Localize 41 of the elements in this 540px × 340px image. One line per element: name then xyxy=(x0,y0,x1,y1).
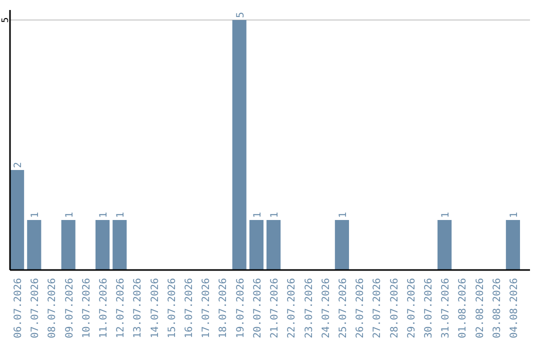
x-tick-label: 17.07.2026 xyxy=(201,278,212,338)
x-tick-label: 26.07.2026 xyxy=(355,278,366,338)
data-label: 2 xyxy=(13,162,24,168)
x-tick-label: 25.07.2026 xyxy=(338,278,349,338)
x-tick-label: 18.07.2026 xyxy=(218,278,230,338)
x-tick-label: 09.07.2026 xyxy=(64,278,76,338)
x-tick-label: 20.07.2026 xyxy=(252,278,264,338)
x-tick-label: 07.07.2026 xyxy=(30,278,42,338)
x-tick-label: 10.07.2026 xyxy=(81,278,92,338)
x-tick-label: 15.07.2026 xyxy=(166,278,178,338)
x-tick-label: 30.07.2026 xyxy=(423,278,434,338)
data-label: 1 xyxy=(440,212,452,218)
x-tick-label: 04.08.2026 xyxy=(508,278,520,338)
x-tick-label: 22.07.2026 xyxy=(286,278,298,338)
data-label: 1 xyxy=(98,212,110,218)
x-tick-label: 06.07.2026 xyxy=(13,278,24,338)
data-label: 1 xyxy=(338,212,349,218)
x-tick-label: 29.07.2026 xyxy=(406,278,418,338)
x-tick-label: 12.07.2026 xyxy=(116,278,127,338)
x-tick-label: 23.07.2026 xyxy=(304,278,315,338)
x-tick-label: 28.07.2026 xyxy=(389,278,400,338)
x-tick-label: 03.08.2026 xyxy=(492,278,503,338)
data-label: 1 xyxy=(508,212,520,218)
data-label: 1 xyxy=(30,212,42,218)
x-tick-label: 21.07.2026 xyxy=(270,278,281,338)
x-tick-label: 08.07.2026 xyxy=(47,278,58,338)
x-tick-label: 13.07.2026 xyxy=(132,278,144,338)
x-tick-label: 14.07.2026 xyxy=(150,278,161,338)
x-tick-label: 02.08.2026 xyxy=(474,278,486,338)
x-tick-label: 11.07.2026 xyxy=(98,278,110,338)
x-tick-label: 19.07.2026 xyxy=(235,278,246,338)
x-tick-label: 01.08.2026 xyxy=(458,278,469,338)
data-label: 1 xyxy=(270,212,281,218)
x-tick-label: 27.07.2026 xyxy=(372,278,384,338)
x-tick-label: 31.07.2026 xyxy=(440,278,452,338)
x-tick-label: 24.07.2026 xyxy=(320,278,332,338)
data-label: 1 xyxy=(252,212,264,218)
data-label: 1 xyxy=(116,212,127,218)
data-label: 5 xyxy=(235,12,246,18)
data-label: 1 xyxy=(64,212,76,218)
x-tick-label: 16.07.2026 xyxy=(184,278,196,338)
